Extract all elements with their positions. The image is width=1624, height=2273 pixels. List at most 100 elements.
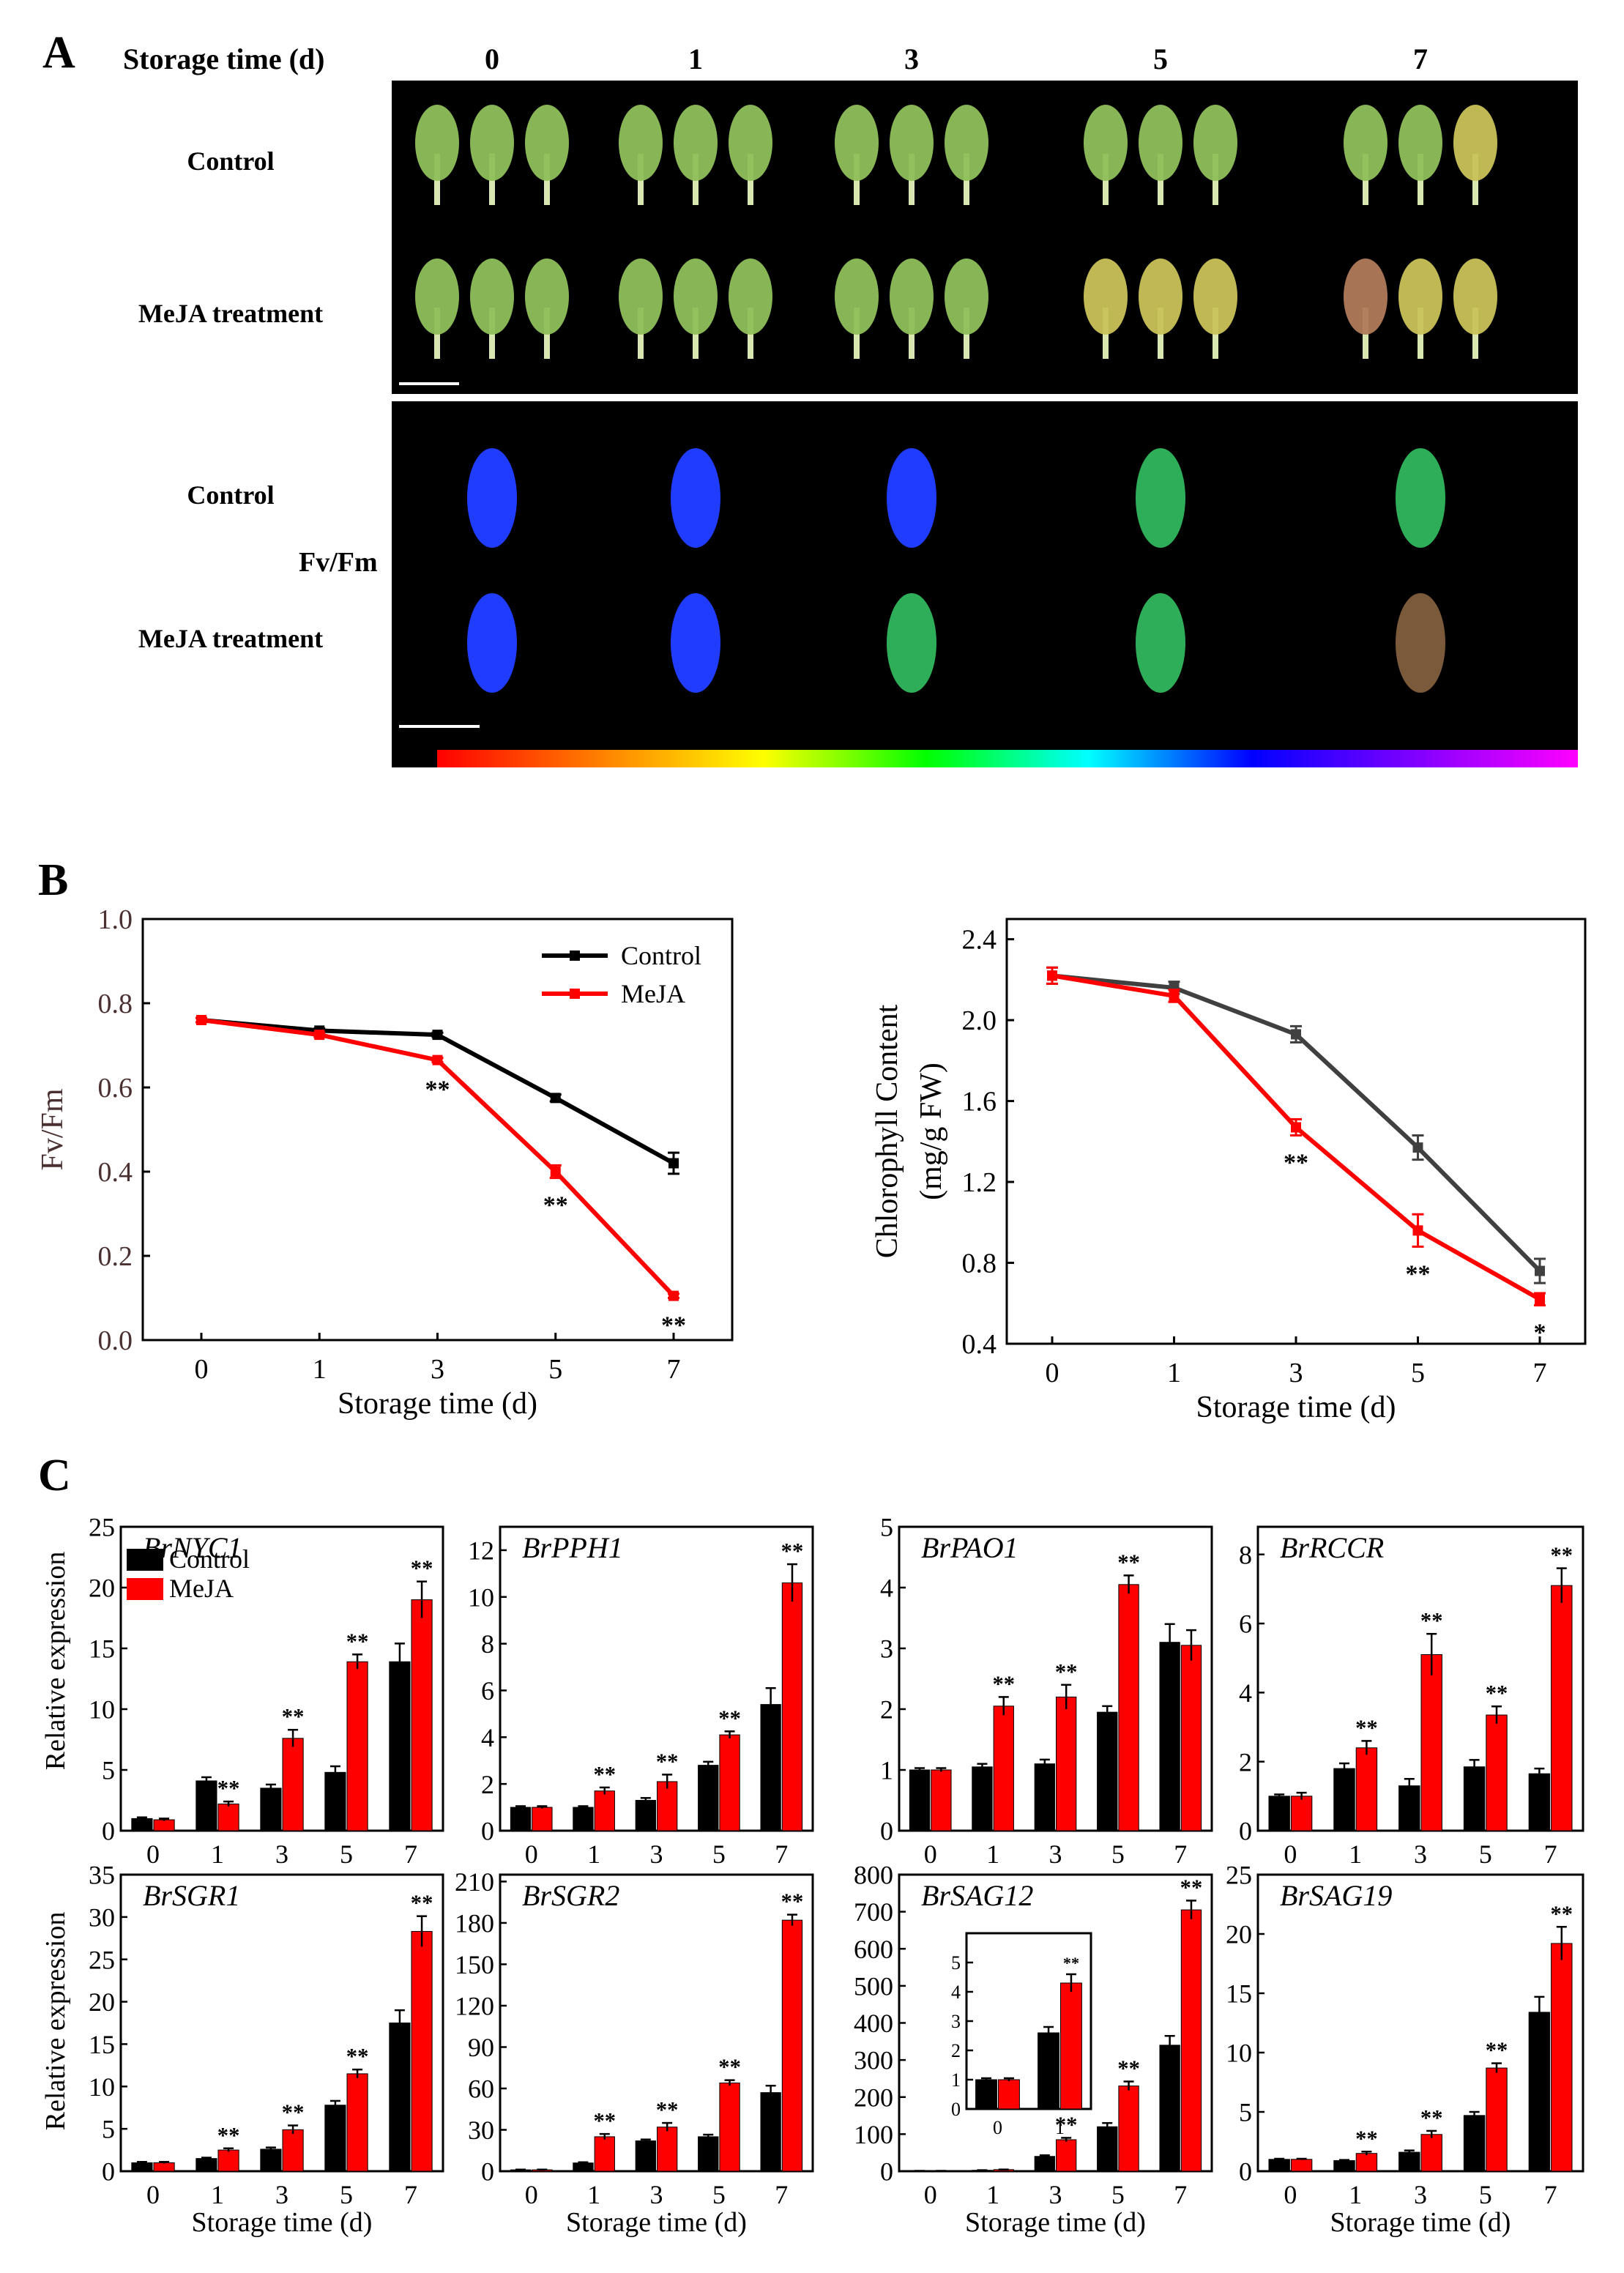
axis-frame (499, 1525, 814, 1832)
legend-label: MeJA (621, 979, 685, 1008)
x-tick-label: 5 (712, 1839, 726, 1869)
significance-label: ** (781, 1539, 804, 1563)
seedling (1084, 258, 1128, 359)
bar-meja (1420, 2134, 1442, 2172)
bar-meja (1551, 1585, 1573, 1831)
x-tick-label: 3 (275, 2180, 288, 2209)
bar-control (1038, 2032, 1059, 2110)
colorbar-black-segment (392, 750, 437, 767)
bar-control (131, 2162, 153, 2172)
bar-control (635, 1800, 656, 1831)
data-point (432, 1030, 443, 1041)
bar-control (1268, 1796, 1290, 1831)
seedling-leaf (1139, 105, 1182, 181)
x-tick-label: 7 (404, 1839, 417, 1869)
significance-label: ** (1420, 1608, 1443, 1633)
significance-label: ** (543, 1192, 568, 1219)
data-point (1535, 1265, 1545, 1276)
x-axis-title: Storage time (d) (566, 2207, 747, 2238)
data-point (550, 1093, 561, 1104)
fluorescence-leaf (1136, 448, 1185, 548)
y-tick-label: 2 (1239, 1747, 1252, 1777)
bar-control (1159, 2045, 1180, 2172)
bar-control (760, 1704, 781, 1831)
x-tick-label: 0 (1046, 1358, 1059, 1388)
seedling-leaf (1084, 258, 1128, 335)
x-tick-label: 1 (587, 2180, 600, 2209)
bar-meja (1056, 1696, 1077, 1831)
seedling-leaf (1344, 258, 1388, 335)
significance-label: ** (1117, 1550, 1140, 1574)
y-tick-label: 2.0 (962, 1005, 997, 1036)
row-labels-fluorescence: Control MeJA treatment (138, 480, 323, 653)
significance-label: ** (1420, 2105, 1443, 2130)
y-tick-label: 25 (1226, 1861, 1252, 1890)
bar-control (635, 2140, 656, 2172)
bar-control (1333, 2159, 1355, 2172)
y-tick-label: 0 (880, 1817, 893, 1846)
x-tick-label: 5 (712, 2180, 726, 2209)
bar-control (1398, 2151, 1420, 2172)
bar-meja (217, 2149, 239, 2172)
seedling-leaf (674, 105, 718, 181)
bar-meja (411, 1931, 433, 2172)
bar-control (1097, 2126, 1118, 2172)
y-tick-label: 2.4 (962, 925, 997, 956)
seedling-leaf (945, 105, 988, 181)
legend-marker (570, 989, 580, 999)
x-tick-label: 0 (993, 2117, 1002, 2138)
bar-control (1463, 1766, 1486, 1831)
fluorescence-leaves (467, 448, 1445, 693)
gene-title: BrPPH1 (522, 1531, 623, 1564)
y-tick-label: 35 (89, 1861, 115, 1890)
bar-control (573, 1807, 594, 1831)
data-point (1047, 970, 1057, 981)
day-header-1: 1 (688, 42, 703, 75)
day-header-5: 5 (1153, 42, 1168, 75)
fvfm-colorbar (392, 750, 1578, 767)
bar-control (909, 1769, 931, 1831)
seedling-leaf (1398, 105, 1442, 181)
row-label-fluorescence-0: Control (187, 480, 274, 510)
y-tick-label: 5 (880, 1513, 893, 1542)
seedling (945, 105, 988, 205)
bar-control (1463, 2115, 1486, 2172)
fluorescence-leaf (467, 448, 517, 548)
day-header-0: 0 (485, 42, 499, 75)
day-headers: 0 1 3 5 7 (485, 42, 1428, 75)
bar-meja (532, 1807, 553, 1831)
x-tick-label: 3 (1049, 2180, 1062, 2209)
seedling (525, 258, 569, 359)
gene-title: BrPAO1 (921, 1531, 1018, 1564)
seedling (890, 258, 934, 359)
x-tick-label: 1 (1349, 2180, 1362, 2209)
y-tick-label: 4 (481, 1723, 494, 1752)
bar-control (260, 1787, 282, 1831)
y-tick-label: 0.8 (962, 1249, 997, 1279)
x-tick-label: 5 (340, 1839, 353, 1869)
significance-label: ** (1355, 2126, 1378, 2151)
x-tick-label: 3 (275, 1839, 288, 1869)
bar-control (510, 1807, 532, 1831)
y-tick-label: 0.4 (962, 1329, 997, 1360)
significance-label: ** (425, 1076, 450, 1104)
fluorescence-background (392, 401, 1578, 767)
seedling (674, 258, 718, 359)
x-tick-label: 1 (211, 2180, 224, 2209)
x-tick-label: 5 (1411, 1358, 1425, 1388)
y-tick-label: 20 (89, 1574, 115, 1603)
y-axis-title-line: Chlorophyll Content (871, 1004, 904, 1258)
fluorescence-leaf (1396, 593, 1445, 693)
y-tick-label: 15 (89, 1634, 115, 1664)
bar-control (1159, 1642, 1180, 1831)
significance-label: ** (1406, 1260, 1431, 1287)
bar-meja (657, 1781, 678, 1831)
x-tick-label: 0 (146, 2180, 160, 2209)
seedling (415, 258, 459, 359)
panel-b-letter: B (38, 855, 68, 905)
bar-meja (1290, 2159, 1313, 2172)
relative-expression-label-bottom: Relative expression (40, 1912, 71, 2131)
x-tick-label: 1 (211, 1839, 224, 1869)
y-tick-label: 6 (1239, 1610, 1252, 1639)
